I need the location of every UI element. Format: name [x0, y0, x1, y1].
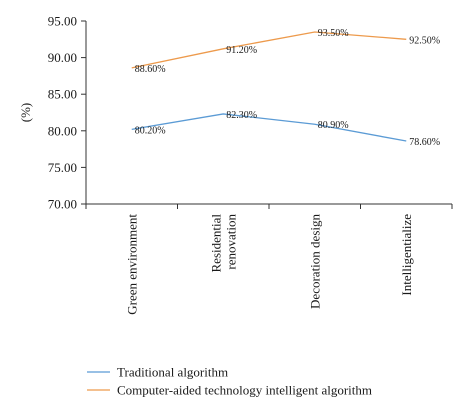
legend: Traditional algorithm Computer-aided tech…	[87, 365, 372, 398]
data-label: 80.20%	[135, 125, 166, 136]
y-tick-label: 85.00	[48, 87, 77, 102]
y-tick-label: 75.00	[48, 160, 77, 175]
legend-label: Traditional algorithm	[117, 365, 228, 380]
data-label: 88.60%	[135, 64, 166, 75]
y-axis: 70.00 75.00 80.00 85.00 90.00 95.00	[48, 14, 87, 212]
x-tick-label: Residential	[208, 214, 223, 273]
data-label: 93.50%	[318, 28, 349, 39]
y-tick-label: 70.00	[48, 197, 77, 212]
data-label: 82.30%	[226, 110, 257, 121]
y-tick-label: 80.00	[48, 123, 77, 138]
data-label: 91.20%	[226, 45, 257, 56]
y-axis-label: (%)	[18, 103, 33, 123]
series-line	[131, 113, 407, 142]
x-tick-label: Intelligentialize	[399, 214, 414, 296]
x-axis: Green environment Residential renovation De…	[85, 203, 453, 315]
data-label: 92.50%	[409, 35, 440, 46]
x-tick-label: Green environment	[124, 214, 139, 315]
series-group: 80.20% 82.30% 80.90% 78.60% 88.60% 91.20% 93.5…	[131, 28, 440, 148]
data-label: 80.90%	[318, 120, 349, 131]
x-tick-label: renovation	[223, 214, 238, 270]
series-line	[131, 31, 407, 69]
legend-label: Computer-aided technology intelligent al…	[117, 383, 372, 398]
x-tick-label: Decoration design	[307, 214, 322, 309]
data-label: 78.60%	[409, 137, 440, 148]
y-tick-label: 95.00	[48, 14, 77, 29]
y-tick-label: 90.00	[48, 50, 77, 65]
